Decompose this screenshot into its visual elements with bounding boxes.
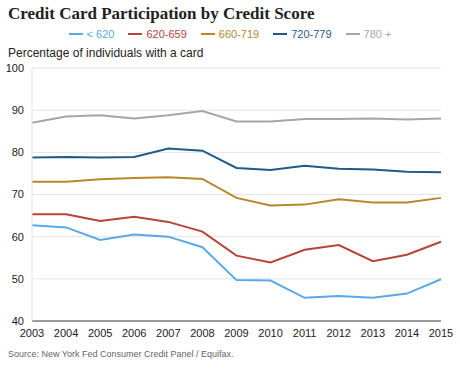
- svg-text:40: 40: [12, 315, 24, 327]
- svg-text:2012: 2012: [327, 327, 351, 339]
- svg-text:100: 100: [8, 62, 24, 74]
- svg-text:2009: 2009: [224, 327, 248, 339]
- html-text:Source: New York Fed Consumer: Source: New York Fed Consumer Credit Pan…: [8, 349, 234, 359]
- svg-text:2008: 2008: [190, 327, 214, 339]
- svg-text:70: 70: [12, 188, 24, 200]
- svg-text:2014: 2014: [395, 327, 419, 339]
- svg-text:60: 60: [12, 231, 24, 243]
- svg-text:2011: 2011: [293, 327, 317, 339]
- svg-text:2005: 2005: [88, 327, 112, 339]
- html-text:620-659: 620-659: [146, 28, 187, 40]
- svg-text:2010: 2010: [258, 327, 282, 339]
- svg-text:2004: 2004: [54, 327, 78, 339]
- svg-text:90: 90: [12, 104, 24, 116]
- html-text:660-719: 660-719: [218, 28, 260, 40]
- svg-text:80: 80: [12, 146, 24, 158]
- html-text:Percentage of individuals with: Percentage of individuals with a card: [8, 46, 204, 60]
- html-text:780 +: 780 +: [363, 28, 392, 40]
- svg-text:2006: 2006: [122, 327, 146, 339]
- html-text:720-779: 720-779: [291, 28, 332, 40]
- svg-text:2007: 2007: [156, 327, 180, 339]
- svg-text:2013: 2013: [361, 327, 385, 339]
- svg-text:50: 50: [12, 273, 24, 285]
- html-text:Credit Card Participation by C: Credit Card Participation by Credit Scor…: [8, 4, 315, 23]
- html-text:< 620: < 620: [86, 28, 115, 40]
- svg-text:2003: 2003: [20, 327, 44, 339]
- svg-text:2015: 2015: [429, 327, 452, 339]
